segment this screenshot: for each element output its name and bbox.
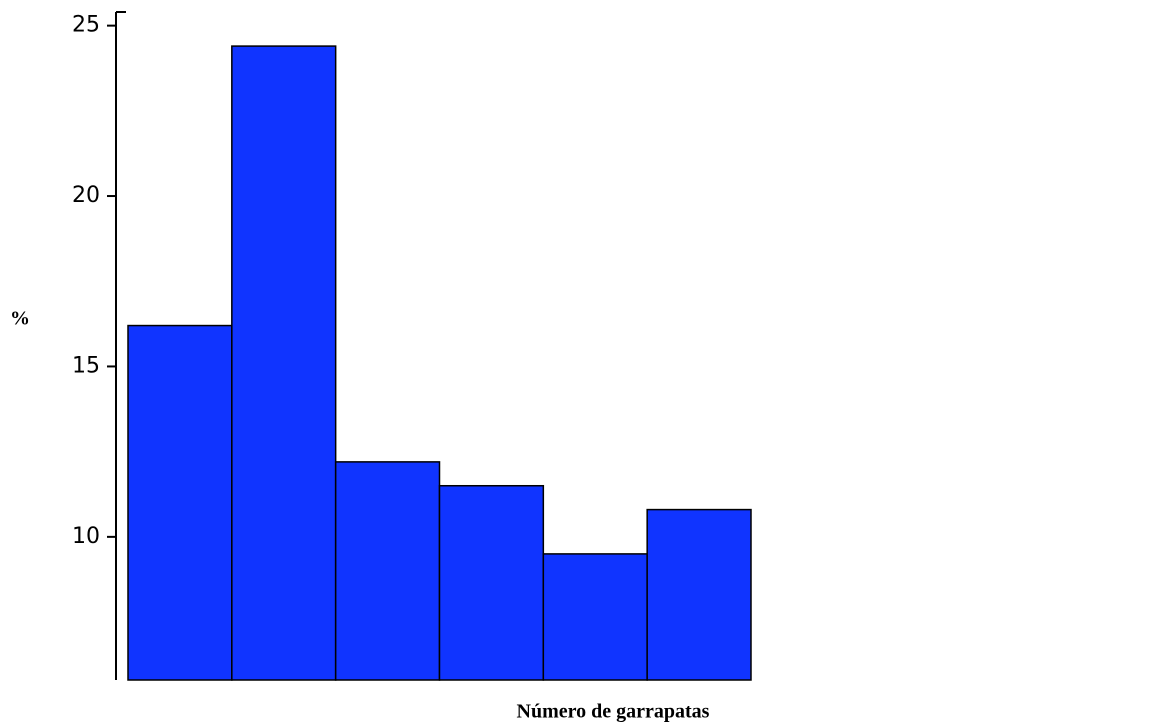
y-tick-label: 15	[72, 353, 100, 378]
x-axis-label: Número de garrapatas	[517, 701, 710, 723]
y-tick-label: 25	[72, 13, 100, 38]
y-axis-label: %	[10, 308, 30, 330]
bar	[542, 553, 648, 681]
bar	[334, 461, 441, 681]
y-tick-label: 10	[72, 524, 100, 549]
bar	[231, 45, 337, 681]
y-tick-label: 20	[72, 183, 100, 208]
bar	[127, 324, 233, 681]
bar	[438, 484, 545, 681]
bar	[646, 508, 752, 681]
